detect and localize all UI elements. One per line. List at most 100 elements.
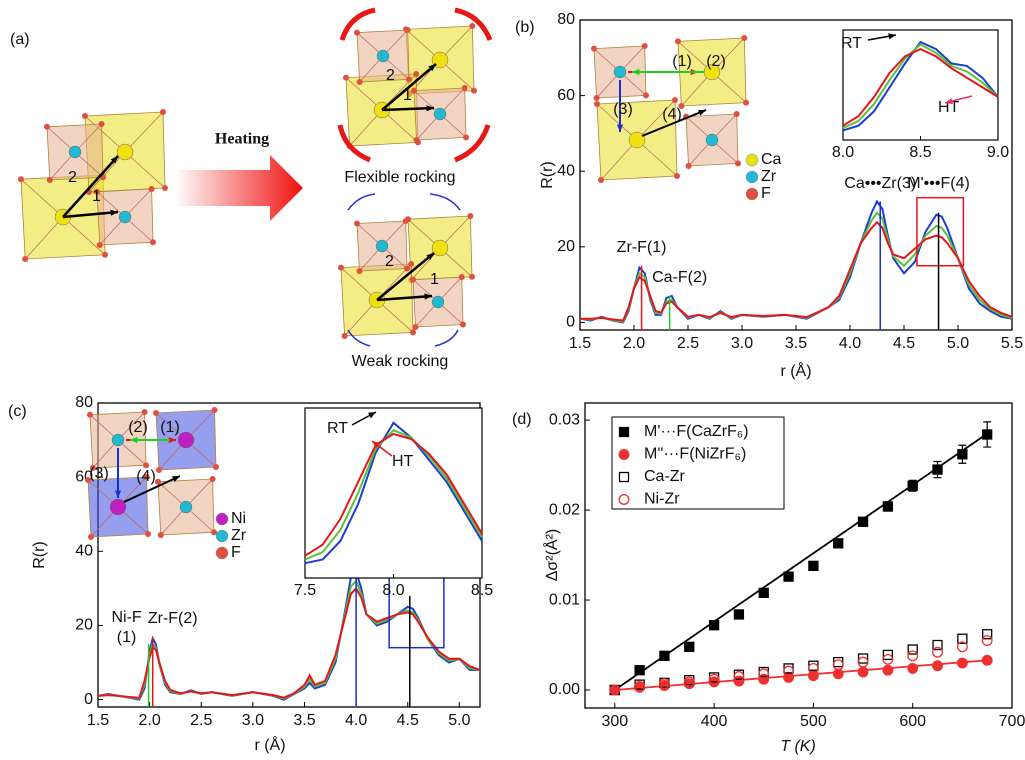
f-atom xyxy=(469,23,475,29)
peak-label: Zr-F(2) xyxy=(148,610,198,627)
x-tick-label: 3.0 xyxy=(731,335,753,352)
atom xyxy=(180,501,192,513)
data-point xyxy=(933,661,943,671)
inset-x-tick-label: 8.0 xyxy=(382,582,404,599)
atom xyxy=(69,146,81,158)
legend-label: Ni-Zr xyxy=(644,491,680,508)
f-atom xyxy=(156,467,162,473)
f-atom xyxy=(357,79,363,85)
data-point xyxy=(982,636,992,646)
x-tick-label: 3.5 xyxy=(785,335,807,352)
x-axis-label: r (Å) xyxy=(780,361,811,380)
legend-marker xyxy=(620,473,629,482)
f-atom xyxy=(598,177,604,183)
data-point xyxy=(958,658,968,668)
f-atom xyxy=(469,274,475,280)
f-atom xyxy=(413,324,419,330)
data-point xyxy=(784,572,793,581)
y-tick-label: 0.02 xyxy=(549,501,580,518)
f-atom xyxy=(471,88,477,94)
x-tick-label: 4.0 xyxy=(345,712,367,729)
f-atom xyxy=(674,173,680,179)
data-point xyxy=(759,669,769,679)
f-atom xyxy=(734,111,740,117)
f-atom xyxy=(150,239,156,245)
data-point xyxy=(858,667,868,677)
x-tick-label: 5.5 xyxy=(1001,335,1023,352)
f-atom xyxy=(594,101,600,107)
y-tick-label: 20 xyxy=(75,617,93,634)
bond-label: 1 xyxy=(403,87,412,104)
f-atom xyxy=(99,121,105,127)
f-atom xyxy=(357,268,363,274)
legend-label: Ca-Zr xyxy=(644,468,686,485)
f-atom xyxy=(403,218,409,224)
f-atom xyxy=(643,92,649,98)
f-atom xyxy=(149,186,155,192)
f-atom xyxy=(414,137,420,143)
f-atom xyxy=(675,38,681,44)
data-point xyxy=(635,666,644,675)
x-tick-label: 4.5 xyxy=(397,712,419,729)
f-atom xyxy=(142,409,148,415)
data-point xyxy=(908,481,917,490)
f-atom xyxy=(413,71,419,77)
x-tick-label: 600 xyxy=(899,713,926,730)
y-tick-label: 0 xyxy=(84,691,93,708)
f-atom xyxy=(18,176,24,182)
structure-label: (3) xyxy=(89,465,109,482)
y-tick-label: 20 xyxy=(557,238,575,255)
fit-line xyxy=(615,660,987,690)
bond-label: 2 xyxy=(68,169,77,186)
f-atom xyxy=(460,322,466,328)
f-atom xyxy=(158,532,164,538)
structure-label: (4) xyxy=(136,468,156,485)
data-point xyxy=(734,672,744,682)
legend-marker xyxy=(619,450,629,460)
f-atom xyxy=(162,185,168,191)
x-axis-label: r (Å) xyxy=(254,735,285,754)
structure-label: (1) xyxy=(672,53,692,70)
bond-label: 1 xyxy=(430,271,439,288)
y-tick-label: 0.00 xyxy=(549,681,580,698)
structure-label: (2) xyxy=(706,53,726,70)
inset-x-tick-label: 7.5 xyxy=(294,582,316,599)
x-tick-label: 2.0 xyxy=(623,335,645,352)
data-point xyxy=(858,657,868,667)
atom-legend-marker xyxy=(216,530,228,542)
data-point xyxy=(734,610,743,619)
atom xyxy=(706,134,718,146)
inset-x-tick-label: 8.5 xyxy=(471,582,493,599)
y-axis-label: Δσ²(Å²) xyxy=(542,529,561,582)
data-point xyxy=(809,561,818,570)
x-tick-label: 1.5 xyxy=(569,335,591,352)
data-point xyxy=(833,669,843,679)
data-point xyxy=(710,621,719,630)
f-atom xyxy=(594,95,600,101)
atom xyxy=(614,66,626,78)
f-atom xyxy=(459,274,465,280)
f-atom xyxy=(743,100,749,106)
f-atom xyxy=(741,35,747,41)
data-point xyxy=(834,539,843,548)
heating-label: Heating xyxy=(215,131,269,148)
atom xyxy=(110,499,126,515)
x-tick-label: 4.0 xyxy=(839,335,861,352)
panel-label: (b) xyxy=(515,19,535,36)
atom-legend-marker xyxy=(746,171,758,183)
f-atom xyxy=(212,407,218,413)
atom xyxy=(119,211,131,223)
atom-legend-label: F xyxy=(231,544,241,561)
data-point xyxy=(883,665,893,675)
atom-legend-label: Zr xyxy=(231,527,247,544)
x-tick-label: 3.5 xyxy=(293,712,315,729)
y-axis-label: R(r) xyxy=(31,541,48,569)
panel-label: (a) xyxy=(10,31,30,48)
inset-frame xyxy=(843,30,998,140)
data-point xyxy=(983,430,992,439)
structure-label: (2) xyxy=(128,419,148,436)
data-point xyxy=(883,502,892,511)
atom xyxy=(376,240,388,252)
bond-label: 1 xyxy=(92,188,101,205)
structure-label: (3) xyxy=(613,101,633,118)
